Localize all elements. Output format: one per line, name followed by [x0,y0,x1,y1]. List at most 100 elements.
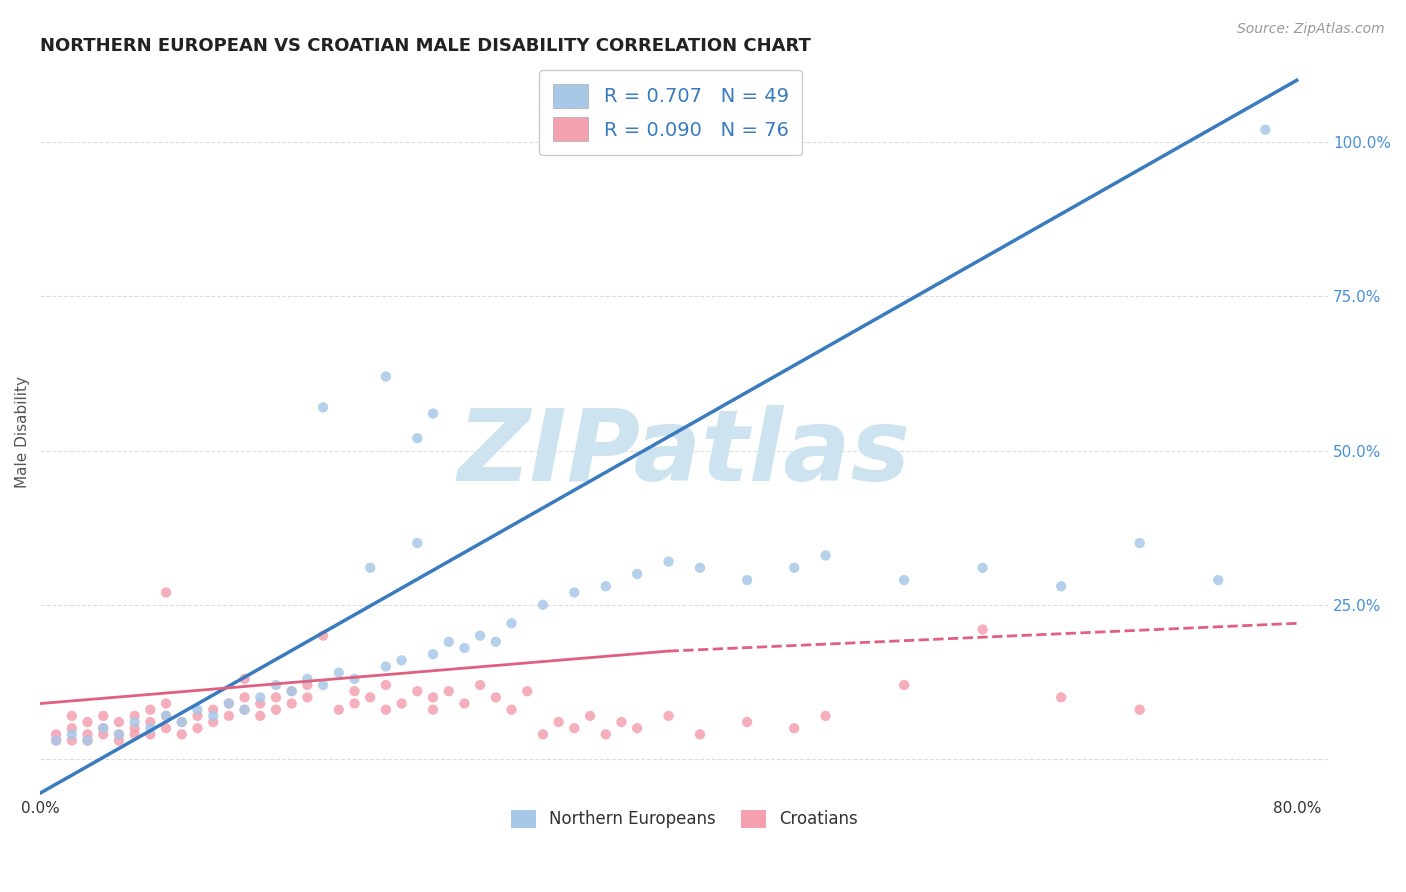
Point [406,536,429,550]
Point [343,684,366,698]
Point [422,690,444,705]
Point [626,721,648,735]
Point [108,727,131,741]
Point [45,727,67,741]
Point [501,616,523,631]
Point [124,727,146,741]
Point [562,721,585,735]
Point [516,684,538,698]
Point [76,727,98,741]
Point [485,635,508,649]
Point [689,561,711,575]
Point [280,684,302,698]
Point [783,561,806,575]
Point [60,727,83,741]
Point [422,703,444,717]
Point [186,703,208,717]
Point [579,709,602,723]
Point [422,647,444,661]
Point [406,684,429,698]
Point [437,635,460,649]
Point [108,714,131,729]
Point [45,733,67,747]
Point [76,714,98,729]
Point [124,709,146,723]
Point [186,721,208,735]
Point [218,697,240,711]
Point [343,697,366,711]
Point [406,431,429,445]
Y-axis label: Male Disability: Male Disability [15,376,30,488]
Point [264,690,287,705]
Point [595,727,617,741]
Point [139,721,162,735]
Point [233,672,256,686]
Point [814,549,837,563]
Point [297,678,319,692]
Point [814,709,837,723]
Point [139,703,162,717]
Point [893,573,915,587]
Point [1129,703,1152,717]
Point [170,727,193,741]
Point [595,579,617,593]
Point [76,733,98,747]
Point [60,709,83,723]
Point [972,561,994,575]
Point [45,733,67,747]
Point [485,690,508,705]
Point [689,727,711,741]
Point [453,697,475,711]
Text: NORTHERN EUROPEAN VS CROATIAN MALE DISABILITY CORRELATION CHART: NORTHERN EUROPEAN VS CROATIAN MALE DISAB… [41,37,811,55]
Point [249,709,271,723]
Point [547,714,569,729]
Point [328,703,350,717]
Point [297,672,319,686]
Point [108,727,131,741]
Point [297,690,319,705]
Point [359,561,381,575]
Point [170,714,193,729]
Point [972,623,994,637]
Point [76,733,98,747]
Point [312,678,335,692]
Point [468,629,491,643]
Point [501,703,523,717]
Point [374,678,396,692]
Point [562,585,585,599]
Point [170,714,193,729]
Point [468,678,491,692]
Point [422,407,444,421]
Point [91,721,114,735]
Point [610,714,633,729]
Point [249,690,271,705]
Point [374,369,396,384]
Point [374,703,396,717]
Point [1050,690,1073,705]
Point [233,703,256,717]
Point [735,714,758,729]
Point [108,733,131,747]
Point [91,721,114,735]
Point [343,672,366,686]
Point [735,573,758,587]
Point [233,703,256,717]
Point [233,690,256,705]
Point [202,703,225,717]
Point [202,714,225,729]
Point [91,727,114,741]
Point [91,709,114,723]
Point [312,401,335,415]
Point [626,566,648,581]
Point [1206,573,1229,587]
Point [264,678,287,692]
Point [658,555,681,569]
Text: Source: ZipAtlas.com: Source: ZipAtlas.com [1237,22,1385,37]
Point [139,727,162,741]
Point [1254,122,1277,136]
Point [391,697,413,711]
Point [264,703,287,717]
Point [155,709,177,723]
Point [60,721,83,735]
Point [139,714,162,729]
